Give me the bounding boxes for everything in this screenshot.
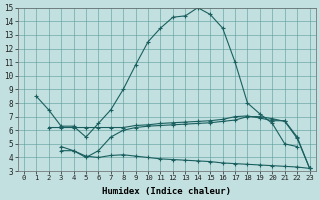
X-axis label: Humidex (Indice chaleur): Humidex (Indice chaleur) (102, 187, 231, 196)
